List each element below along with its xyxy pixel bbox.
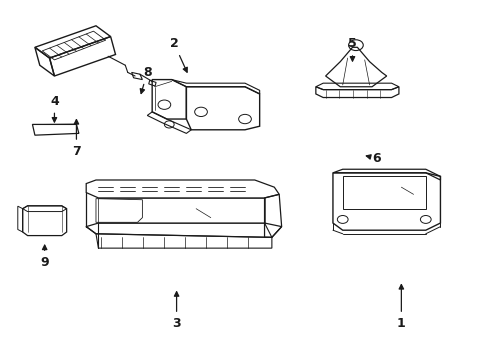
- Text: 2: 2: [170, 37, 187, 72]
- Text: 1: 1: [397, 285, 406, 330]
- Text: 5: 5: [348, 37, 357, 61]
- Text: 6: 6: [366, 152, 381, 165]
- Text: 4: 4: [50, 95, 59, 122]
- Text: 8: 8: [140, 66, 151, 94]
- Text: 3: 3: [172, 292, 181, 330]
- Text: 9: 9: [40, 245, 49, 269]
- Text: 7: 7: [72, 120, 81, 158]
